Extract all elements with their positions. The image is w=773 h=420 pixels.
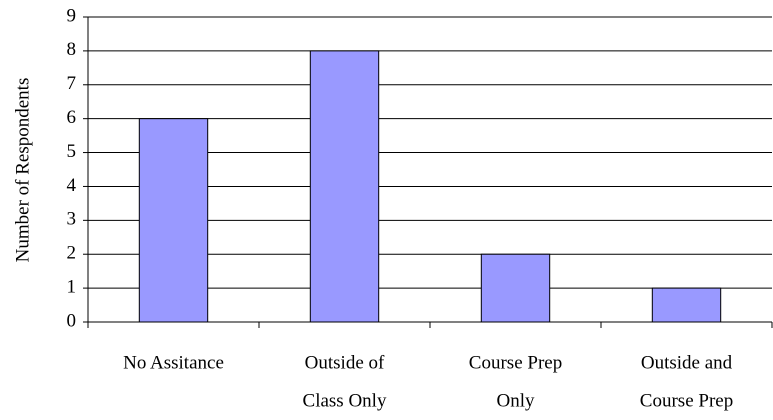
bar [309,50,380,323]
y-tick-label: 9 [67,5,77,26]
bar [138,118,209,323]
y-tick-label: 0 [67,310,77,331]
x-tick-label: Only [497,390,536,411]
bar [651,287,722,323]
bar [480,253,551,323]
x-tick-label: Outside of [305,352,385,373]
y-tick-label: 4 [67,175,77,196]
y-tick-label: 8 [67,39,77,60]
x-tick-label: Outside and [641,352,733,373]
y-tick-label: 1 [67,276,77,297]
y-tick-label: 6 [67,107,77,128]
y-tick-label: 3 [67,209,77,230]
x-tick-label: Course Prep [640,390,733,411]
y-axis-label: Number of Respondents [12,78,33,263]
x-tick-label: No Assitance [123,352,224,373]
x-tick-label: Class Only [303,390,387,411]
y-tick-label: 7 [67,73,77,94]
x-tick-label: Course Prep [469,352,562,373]
y-tick-label: 2 [67,243,77,264]
y-tick-label: 5 [67,141,77,162]
